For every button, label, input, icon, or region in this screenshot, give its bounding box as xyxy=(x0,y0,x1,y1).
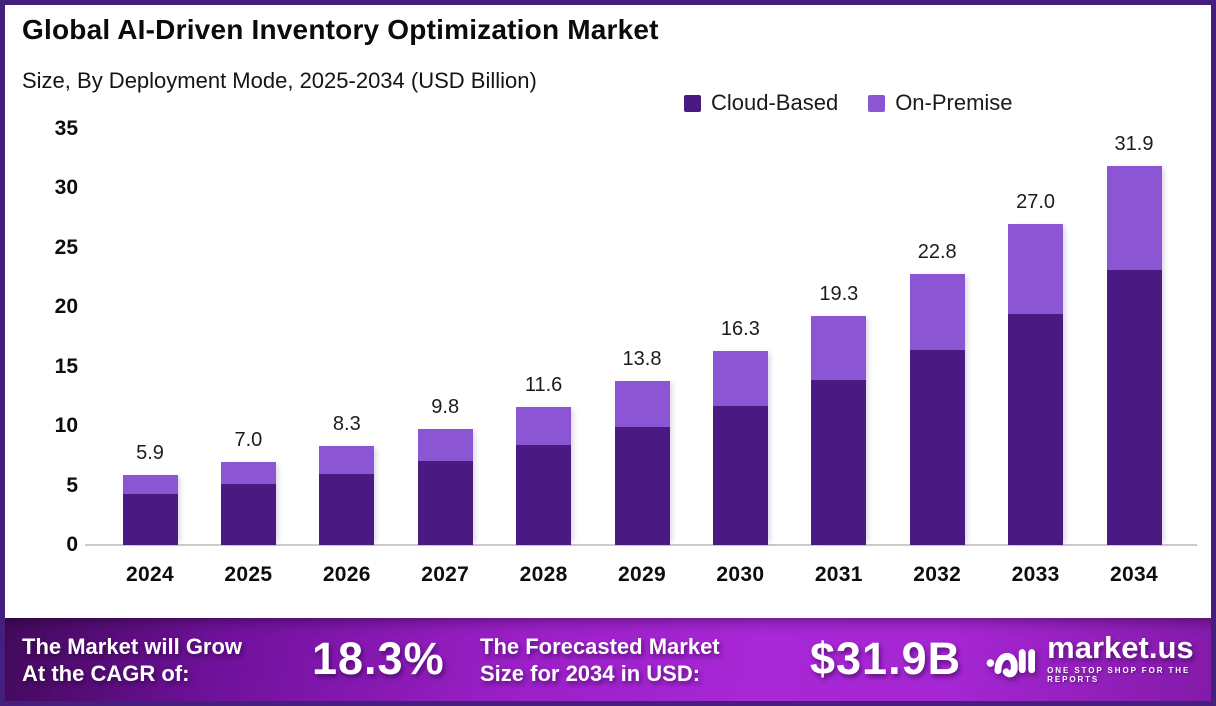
bar-group-2024 xyxy=(122,474,178,545)
bar-segment-on-premise xyxy=(811,315,867,380)
bar-segment-cloud-based xyxy=(1008,314,1064,545)
bar-value-label: 27.0 xyxy=(1016,191,1056,214)
page-title: Global AI-Driven Inventory Optimization … xyxy=(22,14,659,45)
bar-group-2025 xyxy=(220,461,276,545)
bar-segment-on-premise xyxy=(712,351,768,406)
y-axis-tick-10: 10 xyxy=(54,414,78,438)
bar-segment-cloud-based xyxy=(909,350,965,545)
logo-tagline: ONE STOP SHOP FOR THE REPORTS xyxy=(1047,666,1191,684)
x-axis-label-2033: 2033 xyxy=(1011,563,1060,586)
forecast-label-line2: Size for 2034 in USD: xyxy=(480,661,701,686)
logo-wordmark: market.us xyxy=(1047,630,1194,665)
x-axis-label-2026: 2026 xyxy=(322,563,371,586)
bar-group-2029 xyxy=(614,380,670,545)
y-axis-tick-0: 0 xyxy=(66,533,78,556)
bar-segment-cloud-based xyxy=(811,379,867,545)
forecast-value: $31.9B xyxy=(810,633,962,684)
bar-segment-on-premise xyxy=(319,446,375,474)
x-axis-label-2031: 2031 xyxy=(814,563,863,586)
marketus-logo-icon xyxy=(986,649,1036,678)
chart-subtitle: Size, By Deployment Mode, 2025-2034 (USD… xyxy=(22,68,537,93)
bar-segment-cloud-based xyxy=(417,460,473,545)
bar-value-label: 9.8 xyxy=(431,395,460,418)
bar-value-label: 16.3 xyxy=(720,318,760,341)
marketus-logo: market.us ONE STOP SHOP FOR THE REPORTS xyxy=(986,632,1216,684)
bar-group-2034 xyxy=(1106,165,1162,545)
bar-value-label: 11.6 xyxy=(524,374,563,397)
footer-banner: The Market will Grow At the CAGR of: 18.… xyxy=(0,618,1216,706)
bar-group-2030 xyxy=(712,351,768,545)
x-axis-label-2027: 2027 xyxy=(421,563,470,586)
bar-group-2033 xyxy=(1008,224,1064,545)
x-axis-label-2030: 2030 xyxy=(716,563,765,586)
x-axis-label-2024: 2024 xyxy=(126,563,174,586)
plot-area: 5.9 7.0 8.3 9.8 11.6 13.8 16.3 19.3 22.8 27.0 31.9 xyxy=(88,129,1196,545)
legend-item-cloud-based: Cloud-Based xyxy=(684,90,838,116)
bar-group-2032 xyxy=(909,274,965,545)
cagr-label-line1: The Market will Grow xyxy=(22,634,243,659)
y-axis-tick-15: 15 xyxy=(54,354,78,378)
x-axis-label-2034: 2034 xyxy=(1110,563,1158,586)
legend-item-on-premise: On-Premise xyxy=(868,90,1013,116)
forecast-label-line1: The Forecasted Market xyxy=(480,634,720,659)
bar-segment-on-premise xyxy=(122,474,178,494)
bar-value-label: 13.8 xyxy=(622,347,662,370)
bar-value-label: 22.8 xyxy=(917,241,957,264)
bar-segment-cloud-based xyxy=(516,445,572,545)
bar-value-label: 8.3 xyxy=(332,413,361,436)
y-axis-tick-5: 5 xyxy=(66,473,78,497)
bar-segment-cloud-based xyxy=(712,405,768,545)
bar-segment-on-premise xyxy=(614,380,670,428)
bar-segment-on-premise xyxy=(516,407,572,446)
bar-value-label: 19.3 xyxy=(819,282,859,305)
bar-segment-on-premise xyxy=(1106,165,1162,271)
bar-value-label: 5.9 xyxy=(136,441,164,464)
y-axis-tick-30: 30 xyxy=(54,176,78,200)
x-axis: 2024 2025 2026 2027 2028 2029 2030 2031 2032 2033… xyxy=(88,563,1196,595)
x-axis-label-2032: 2032 xyxy=(913,563,962,586)
bar-segment-cloud-based xyxy=(614,427,670,545)
bar-value-label: 31.9 xyxy=(1114,132,1154,155)
bar-value-label: 7.0 xyxy=(234,428,263,451)
x-axis-baseline xyxy=(85,544,1197,546)
bar-segment-on-premise xyxy=(909,274,965,351)
forecast-label: The Forecasted Market Size for 2034 in U… xyxy=(480,633,720,687)
y-axis-tick-25: 25 xyxy=(54,235,78,259)
bar-segment-cloud-based xyxy=(319,473,375,545)
bar-group-2026 xyxy=(319,446,375,545)
x-axis-label-2029: 2029 xyxy=(618,563,666,586)
bar-segment-cloud-based xyxy=(220,484,276,545)
bar-segment-cloud-based xyxy=(122,493,178,545)
legend-label: Cloud-Based xyxy=(711,90,839,115)
bar-group-2031 xyxy=(811,315,867,545)
y-axis-tick-35: 35 xyxy=(54,117,78,140)
bar-group-2027 xyxy=(417,428,473,545)
bar-group-2028 xyxy=(516,407,572,545)
bar-segment-on-premise xyxy=(417,428,473,461)
y-axis: 0 5 10 15 20 25 30 35 xyxy=(20,117,78,556)
cloud-based-swatch-icon xyxy=(684,94,701,112)
bar-segment-on-premise xyxy=(220,461,276,485)
cagr-label-line2: At the CAGR of: xyxy=(22,661,190,686)
y-axis-tick-20: 20 xyxy=(54,295,78,319)
x-axis-label-2025: 2025 xyxy=(224,563,273,586)
bar-segment-on-premise xyxy=(1008,224,1064,315)
cagr-value: 18.3% xyxy=(312,633,445,684)
bar-segment-cloud-based xyxy=(1106,270,1162,545)
chart-legend: Cloud-Based On-Premise xyxy=(684,90,1013,116)
on-premise-swatch-icon xyxy=(868,94,886,112)
cagr-label: The Market will Grow At the CAGR of: xyxy=(22,633,242,687)
legend-label: On-Premise xyxy=(895,90,1013,115)
x-axis-label-2028: 2028 xyxy=(519,563,568,586)
